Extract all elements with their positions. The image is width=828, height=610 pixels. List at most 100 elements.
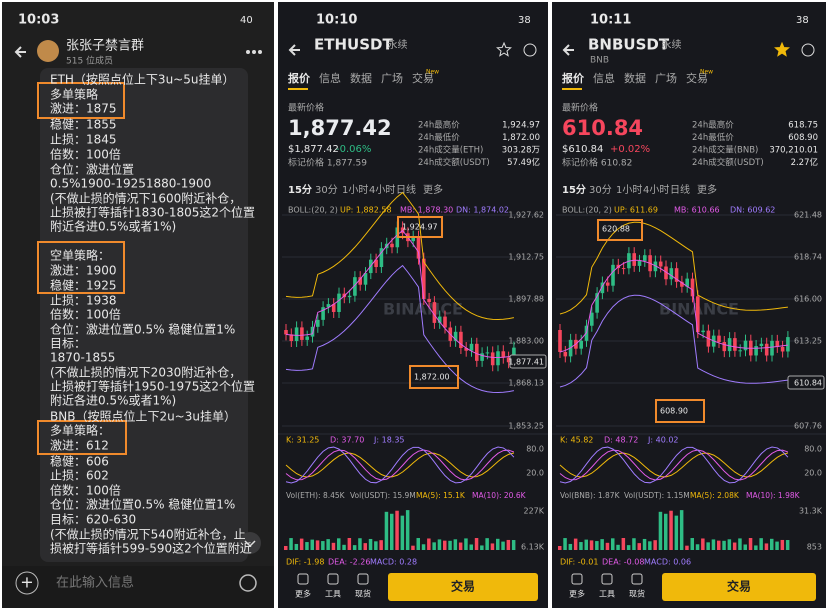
bottom-label[interactable]: 工具 [599,590,615,599]
tab[interactable]: 信息 [593,71,615,85]
interval[interactable]: 30分 [589,184,612,196]
interval[interactable]: 30分 [315,184,338,196]
tab[interactable]: 报价 [288,71,311,85]
trade-button[interactable] [662,573,816,601]
interval[interactable]: 15分 [562,183,586,196]
tab[interactable]: 广场 [655,71,677,85]
kdj-axis-label: 20.0 [526,469,544,478]
bottom-label[interactable]: 工具 [325,590,341,599]
volume-bar [589,540,594,550]
high-label-box [597,219,643,241]
bottom-label[interactable]: 更多 [569,589,585,599]
battery: 40 [240,15,253,26]
boll-lower [285,264,514,394]
candle-body [437,316,442,323]
candle-body [579,340,583,349]
boll-label: UP: 611.69 [614,206,658,215]
price-change: -0.06% [336,144,371,155]
bottom-icon[interactable] [571,573,583,585]
macd-label: DIF: -0.01 [560,558,598,567]
back-button[interactable] [14,46,26,58]
bottom-label[interactable]: 更多 [295,589,311,599]
bottom-label[interactable]: 现货 [355,589,371,599]
candle-body [506,357,511,363]
volume-label: Vol(USDT): 15.9M [350,491,416,500]
macd-label: DEA: -2.26 [328,558,370,567]
price-axis-label: 1,883.00 [508,337,544,346]
volume-bar [490,543,495,550]
message-line: 止损：1845 [50,133,117,147]
interval[interactable]: 4小时 [369,184,395,196]
volume-bar [664,513,668,550]
volume-bar [384,511,389,550]
volume-bar [337,538,341,550]
volume-bar [785,540,790,550]
candle-body [321,307,325,320]
candle-body [485,352,490,354]
candle-body [738,350,742,352]
interval[interactable]: 更多 [423,183,443,196]
scroll-down-button[interactable] [239,532,261,554]
interval[interactable]: 日线 [396,183,416,196]
interval[interactable]: 更多 [697,183,717,196]
kdj-label: J: 18.35 [373,436,405,445]
volume-bar [485,538,489,550]
volume-bar [432,542,436,550]
message-line: 多单策略： [50,423,110,438]
candle-body [600,282,605,294]
kdj-line [285,446,515,484]
candle-body [669,268,674,280]
bottom-icon[interactable] [601,573,613,585]
kdj-axis-label: 80.0 [526,445,544,454]
price-axis-label: 613.25 [794,337,822,346]
tab[interactable]: 广场 [381,71,403,85]
bottom-icon[interactable] [631,573,643,585]
candle-body [722,342,727,352]
status-time: 10:11 [590,13,631,28]
price-label: 最新价格 [288,102,324,114]
input-placeholder[interactable]: 在此输入信息 [56,575,134,591]
low-label: 1,872.00 [414,373,450,382]
favorite-star[interactable] [496,41,512,57]
trade-button[interactable] [388,573,538,601]
interval[interactable]: 1小时 [342,184,368,196]
candle-body [353,277,357,296]
tab[interactable]: 信息 [319,71,341,85]
favorite-star[interactable] [774,41,790,57]
volume-bar [632,538,636,550]
tab[interactable]: 交易 [686,71,708,85]
interval[interactable]: 1小时 [616,184,642,196]
alert-bell[interactable] [801,43,815,57]
volume-bar [748,538,753,550]
emoji-button[interactable] [239,574,257,592]
boll-label: UP: 1,882.58 [340,206,392,215]
message-line: 倍数：100倍 [50,483,121,498]
candle-body [501,351,506,358]
tab[interactable]: 数据 [350,71,372,85]
candle-body [563,351,568,357]
add-button[interactable] [15,571,39,595]
volume-bar [506,539,511,550]
volume-bar [573,538,578,550]
tab[interactable]: 报价 [562,71,585,85]
bottom-icon[interactable] [327,573,339,585]
interval[interactable]: 4小时 [643,184,669,196]
back-button[interactable] [562,44,574,56]
candle-body [727,338,732,352]
tab[interactable]: 交易 [412,71,434,85]
interval[interactable]: 日线 [670,183,690,196]
volume-bar [326,539,330,550]
bottom-icon[interactable] [357,573,369,585]
trade-button-label[interactable]: 交易 [727,579,751,594]
interval[interactable]: 15分 [288,183,312,196]
back-button[interactable] [288,44,300,56]
menu-button[interactable] [246,50,262,54]
tab[interactable]: 数据 [624,71,646,85]
kdj-label: D: 37.70 [330,436,364,445]
volume-bar [563,538,567,550]
bottom-label[interactable]: 现货 [629,589,645,599]
alert-bell[interactable] [523,43,537,57]
volume-bar [616,544,620,550]
trade-button-label[interactable]: 交易 [451,579,475,594]
bottom-icon[interactable] [297,573,309,585]
